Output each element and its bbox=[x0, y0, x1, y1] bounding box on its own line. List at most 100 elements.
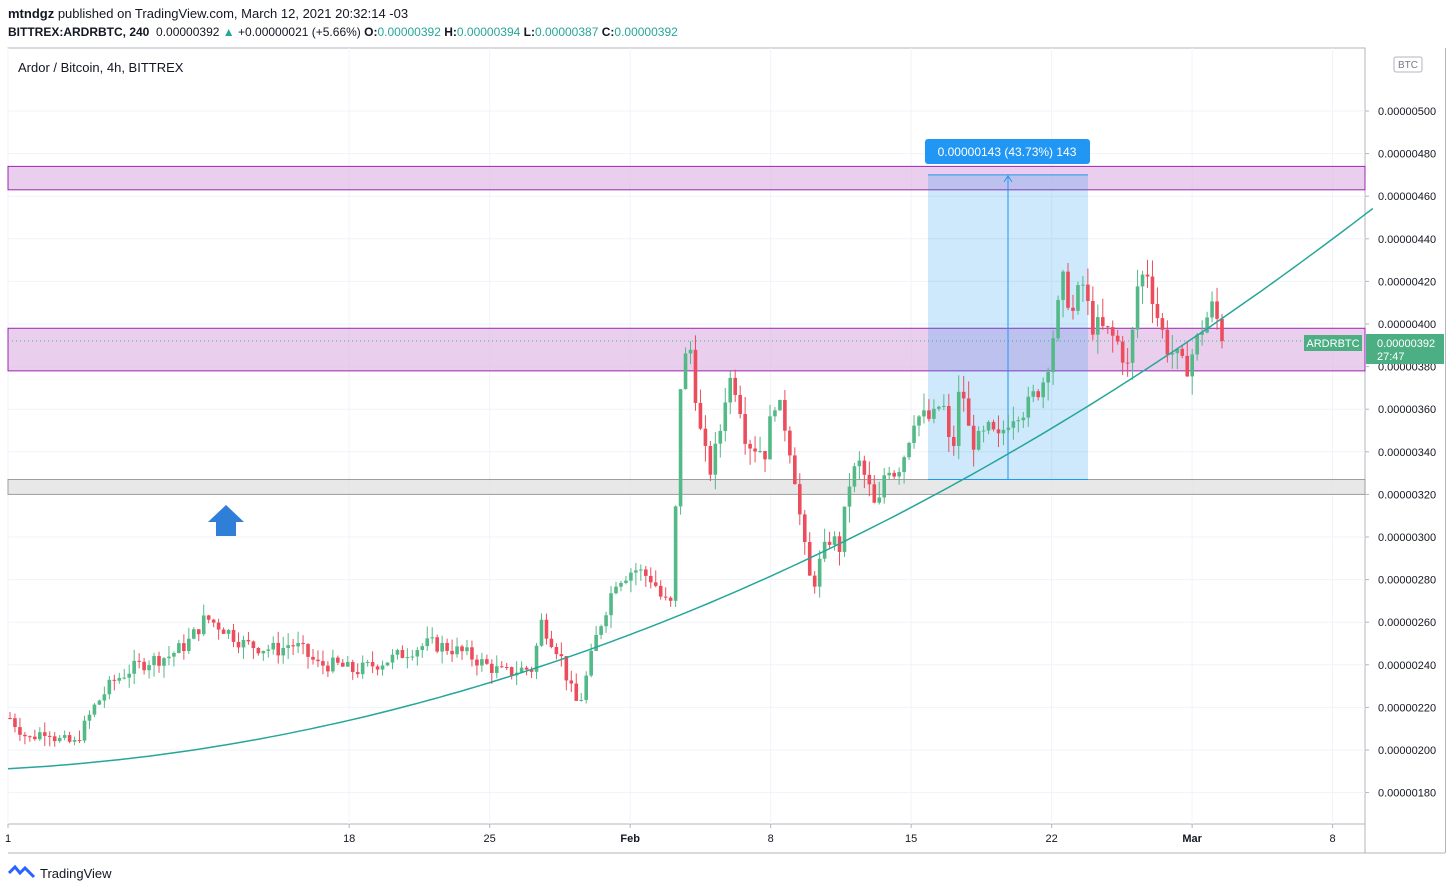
candle-body bbox=[1041, 382, 1045, 398]
candle-body bbox=[951, 436, 956, 446]
candle-body bbox=[57, 737, 62, 742]
x-tick-label: 18 bbox=[343, 833, 355, 845]
candle-body bbox=[430, 637, 435, 639]
candle-body bbox=[147, 665, 151, 671]
candle-body bbox=[38, 732, 42, 740]
countdown-text: 27:47 bbox=[1377, 351, 1405, 363]
candle-body bbox=[1125, 362, 1130, 364]
y-tick-label: 0.00000240 bbox=[1378, 660, 1436, 672]
currency-badge[interactable]: BTC bbox=[1393, 56, 1423, 73]
publisher-name[interactable]: mtndgz bbox=[8, 6, 55, 21]
candle-body bbox=[877, 497, 882, 503]
candle-body bbox=[942, 405, 946, 407]
candle-body bbox=[1036, 391, 1041, 398]
candle-body bbox=[415, 650, 420, 657]
candle-body bbox=[102, 694, 107, 701]
change-text: +0.00000021 (+5.66%) bbox=[238, 25, 361, 39]
candle-body bbox=[619, 582, 623, 587]
candle-body bbox=[639, 569, 643, 571]
y-tick-label: 0.00000360 bbox=[1378, 404, 1436, 416]
candle-body bbox=[435, 637, 439, 652]
candle-body bbox=[634, 570, 638, 573]
candle-body bbox=[902, 457, 906, 473]
candle-body bbox=[485, 659, 489, 664]
candle-body bbox=[504, 666, 509, 668]
candle-body bbox=[1200, 332, 1204, 335]
y-tick-label: 0.00000380 bbox=[1378, 362, 1436, 374]
candle-body bbox=[703, 428, 708, 446]
symbol-tag bbox=[1304, 335, 1362, 351]
candle-body bbox=[996, 429, 1001, 434]
candle-body bbox=[812, 575, 817, 587]
candle-body bbox=[1061, 271, 1065, 300]
trend-curve[interactable] bbox=[7, 207, 1374, 770]
y-tick-label: 0.00000320 bbox=[1378, 489, 1436, 501]
candle-body bbox=[1026, 396, 1031, 418]
candle-body bbox=[932, 408, 936, 419]
candle-body bbox=[842, 506, 847, 552]
candle-body bbox=[544, 619, 549, 639]
candle-body bbox=[1051, 338, 1055, 373]
candle-body bbox=[107, 679, 112, 695]
high-label: H: bbox=[444, 25, 457, 39]
candle-body bbox=[961, 391, 966, 399]
candle-body bbox=[1031, 391, 1036, 397]
candle-body bbox=[321, 661, 325, 666]
y-tick-label: 0.00000340 bbox=[1378, 447, 1436, 459]
candle-body bbox=[917, 416, 921, 426]
candle-body bbox=[847, 486, 852, 507]
price-axis[interactable]: 0.00000180 0.00000200 0.00000220 0.00000240… bbox=[1365, 106, 1436, 800]
candle-body bbox=[564, 656, 569, 681]
candle-body bbox=[410, 656, 415, 658]
y-tick-label: 0.00000200 bbox=[1378, 745, 1436, 757]
low-value: 0.00000387 bbox=[534, 25, 599, 39]
candle-body bbox=[1135, 286, 1140, 330]
y-tick-label: 0.00000260 bbox=[1378, 617, 1436, 629]
candle-body bbox=[1100, 317, 1105, 327]
candle-body bbox=[345, 662, 350, 667]
candle-body bbox=[276, 642, 281, 656]
trend-curve-line[interactable] bbox=[7, 207, 1374, 770]
candle-body bbox=[624, 580, 628, 583]
candle-body bbox=[132, 660, 136, 674]
candle-body bbox=[271, 642, 276, 650]
resistance-zone-top bbox=[7, 165, 1366, 191]
candle-body bbox=[966, 398, 971, 426]
candle-body bbox=[644, 569, 648, 576]
candle-body bbox=[97, 700, 102, 705]
candle-body bbox=[1096, 317, 1100, 335]
candle-body bbox=[236, 641, 241, 648]
x-tick-label: Feb bbox=[620, 833, 640, 845]
candle-body bbox=[480, 659, 484, 666]
candle-body bbox=[539, 619, 544, 646]
candle-body bbox=[1215, 301, 1219, 319]
candle-body bbox=[87, 714, 92, 721]
candle-body bbox=[986, 421, 991, 431]
candle-body bbox=[231, 629, 236, 642]
candle-body bbox=[1105, 326, 1110, 328]
candle-body bbox=[832, 536, 837, 545]
candle-body bbox=[509, 667, 514, 676]
candle-body bbox=[62, 735, 67, 738]
candle-body bbox=[28, 736, 32, 738]
tradingview-footer[interactable]: TradingView bbox=[8, 864, 112, 882]
candle-body bbox=[301, 642, 305, 645]
candle-body bbox=[306, 644, 310, 657]
last-price-text: 0.00000392 bbox=[156, 25, 220, 39]
candle-body bbox=[857, 460, 862, 467]
candle-body bbox=[251, 641, 256, 649]
candle-body bbox=[177, 643, 181, 654]
candle-body bbox=[420, 646, 425, 651]
candle-body bbox=[728, 377, 733, 403]
y-tick-label: 0.00000180 bbox=[1378, 788, 1436, 800]
candle-body bbox=[927, 410, 931, 419]
candle-body bbox=[947, 405, 951, 437]
candle-body bbox=[648, 575, 653, 583]
candle-body bbox=[216, 622, 221, 630]
open-value: 0.00000392 bbox=[377, 25, 441, 39]
measure-label: 0.00000143 (43.73%) 143 bbox=[938, 145, 1077, 159]
candle-body bbox=[336, 657, 340, 663]
candle-body bbox=[956, 391, 961, 446]
time-axis[interactable]: 11825Feb81522Mar815 bbox=[5, 824, 1456, 845]
